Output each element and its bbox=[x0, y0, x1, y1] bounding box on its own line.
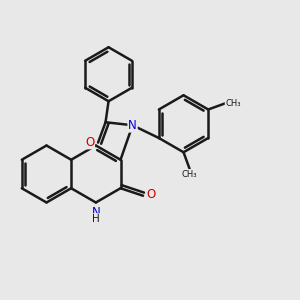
Text: O: O bbox=[85, 136, 94, 148]
Text: N: N bbox=[128, 119, 137, 132]
Text: CH₃: CH₃ bbox=[182, 169, 197, 178]
Text: H: H bbox=[92, 214, 100, 224]
Text: N: N bbox=[92, 206, 100, 219]
Text: O: O bbox=[146, 188, 155, 201]
Text: CH₃: CH₃ bbox=[225, 99, 241, 108]
